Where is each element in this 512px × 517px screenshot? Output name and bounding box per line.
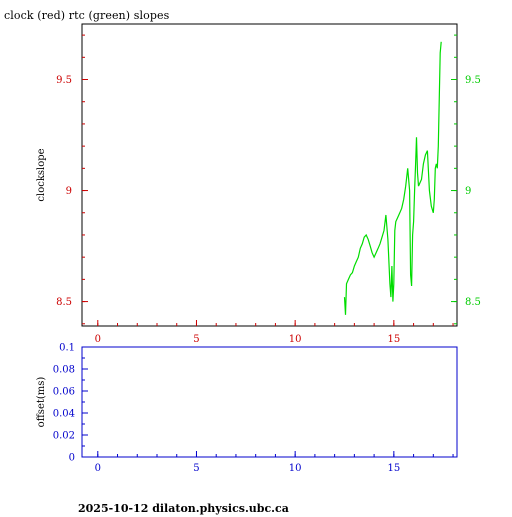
y-tick-label-offset: 0.02 [53, 431, 75, 442]
y-tick-label-offset: 0.06 [53, 387, 75, 398]
y-tick-label-offset: 0.1 [59, 343, 75, 354]
y-tick-label-left: 9.5 [56, 75, 72, 86]
x-tick-label-offset: 10 [289, 463, 302, 474]
y-tick-label-right: 9.5 [465, 75, 481, 86]
x-tick-label-top-panel: 10 [289, 334, 302, 345]
chart-title: clock (red) rtc (green) slopes [4, 9, 170, 22]
x-tick-label-offset: 15 [387, 463, 400, 474]
footer-host: 2025-10-12 dilaton.physics.ubc.ca [78, 502, 289, 515]
x-tick-label-top-panel: 0 [95, 334, 101, 345]
y-tick-label-offset: 0.08 [53, 365, 75, 376]
y-tick-label-offset: 0 [69, 453, 75, 464]
y-tick-label-offset: 0.04 [53, 409, 75, 420]
y-tick-label-left: 9 [66, 186, 72, 197]
x-tick-label-top-panel: 15 [387, 334, 400, 345]
x-tick-label-top-panel: 5 [193, 334, 199, 345]
plot-frame-bottom [81, 346, 458, 458]
y-axis-label-offset: offset(ms) [36, 377, 47, 428]
y-tick-label-left: 8.5 [56, 297, 72, 308]
y-axis-label-top: clockslope [36, 148, 47, 201]
y-tick-label-right: 8.5 [465, 297, 481, 308]
rtc-slope-line [343, 41, 442, 315]
x-tick-label-offset: 5 [193, 463, 199, 474]
y-tick-label-right: 9 [465, 186, 471, 197]
x-tick-label-offset: 0 [95, 463, 101, 474]
plot-frame-top [81, 23, 458, 327]
